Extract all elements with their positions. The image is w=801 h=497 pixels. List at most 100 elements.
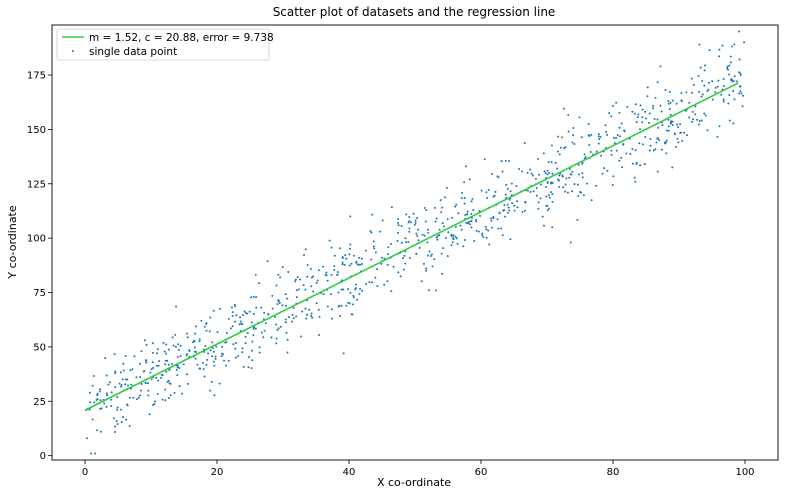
- data-point: [244, 335, 247, 338]
- data-point: [218, 382, 221, 385]
- data-point: [213, 364, 216, 367]
- data-point: [328, 239, 331, 242]
- data-point: [162, 341, 165, 344]
- data-point: [255, 306, 258, 309]
- data-point: [381, 256, 384, 259]
- data-point: [260, 331, 263, 334]
- data-point: [722, 84, 725, 87]
- data-point: [176, 355, 179, 358]
- data-point: [441, 247, 444, 250]
- data-point: [336, 273, 339, 276]
- data-point: [577, 183, 580, 186]
- data-point: [418, 246, 421, 249]
- data-point: [336, 270, 339, 273]
- data-point: [681, 140, 684, 142]
- data-point: [326, 279, 329, 282]
- data-point: [210, 380, 213, 383]
- data-point: [343, 263, 346, 266]
- data-point: [407, 241, 410, 243]
- data-point: [397, 218, 400, 221]
- data-point: [603, 167, 606, 170]
- data-point: [122, 416, 125, 419]
- data-point: [330, 293, 333, 296]
- data-point: [310, 312, 313, 315]
- data-point: [416, 234, 419, 237]
- data-point: [611, 105, 614, 108]
- data-point: [118, 382, 121, 385]
- data-point: [240, 322, 243, 325]
- data-point: [604, 124, 607, 127]
- data-point: [546, 182, 549, 185]
- data-point: [145, 361, 148, 364]
- data-point: [542, 152, 545, 155]
- data-point: [550, 181, 553, 184]
- data-point: [370, 231, 373, 234]
- data-point: [676, 137, 679, 140]
- data-point: [641, 116, 644, 119]
- data-point: [91, 384, 94, 387]
- data-point: [166, 359, 169, 362]
- data-point: [648, 149, 651, 152]
- data-point: [496, 218, 499, 221]
- data-point: [610, 115, 613, 118]
- data-point: [292, 317, 295, 320]
- data-point: [732, 90, 735, 93]
- data-point: [161, 398, 164, 401]
- data-point: [300, 335, 303, 338]
- data-point: [297, 288, 300, 291]
- data-point: [281, 304, 284, 307]
- data-point: [571, 190, 574, 193]
- data-point: [373, 247, 376, 250]
- chart-title: Scatter plot of datasets and the regress…: [273, 5, 556, 19]
- x-tick-label: 100: [735, 467, 754, 478]
- data-point: [450, 233, 453, 236]
- data-point: [306, 275, 309, 278]
- data-point: [450, 216, 453, 219]
- data-point: [537, 157, 540, 160]
- data-point: [529, 191, 532, 194]
- data-point: [425, 267, 428, 270]
- data-point: [349, 243, 352, 246]
- data-point: [597, 135, 600, 138]
- data-point: [490, 217, 493, 220]
- data-point: [255, 296, 258, 299]
- data-point: [631, 110, 634, 113]
- data-point: [379, 230, 382, 233]
- data-point: [279, 276, 282, 279]
- data-point: [508, 160, 511, 163]
- data-point: [98, 390, 101, 393]
- data-point: [550, 161, 553, 164]
- data-point: [267, 313, 270, 316]
- data-point: [408, 216, 411, 219]
- data-point: [548, 196, 551, 199]
- data-point: [277, 327, 280, 330]
- data-point: [595, 150, 598, 153]
- data-point: [153, 403, 156, 406]
- data-point: [654, 148, 657, 151]
- data-point: [436, 238, 439, 241]
- data-point: [209, 389, 212, 392]
- data-point: [578, 173, 581, 176]
- data-point: [250, 367, 253, 370]
- data-point: [718, 55, 721, 58]
- data-point: [588, 143, 591, 146]
- data-point: [278, 302, 281, 305]
- data-point: [116, 408, 119, 411]
- data-point: [113, 353, 116, 356]
- data-point: [252, 327, 255, 330]
- plot-area-frame: [51, 24, 779, 461]
- data-point: [600, 154, 603, 157]
- data-point: [124, 355, 127, 358]
- data-point: [214, 357, 217, 360]
- data-point: [186, 332, 189, 335]
- data-point: [741, 105, 744, 108]
- data-point: [325, 271, 328, 274]
- data-point: [599, 136, 602, 139]
- data-point: [119, 371, 122, 374]
- data-point: [349, 291, 352, 294]
- data-point: [663, 141, 666, 144]
- data-point: [135, 376, 138, 379]
- data-point: [563, 147, 566, 150]
- data-point: [342, 288, 345, 291]
